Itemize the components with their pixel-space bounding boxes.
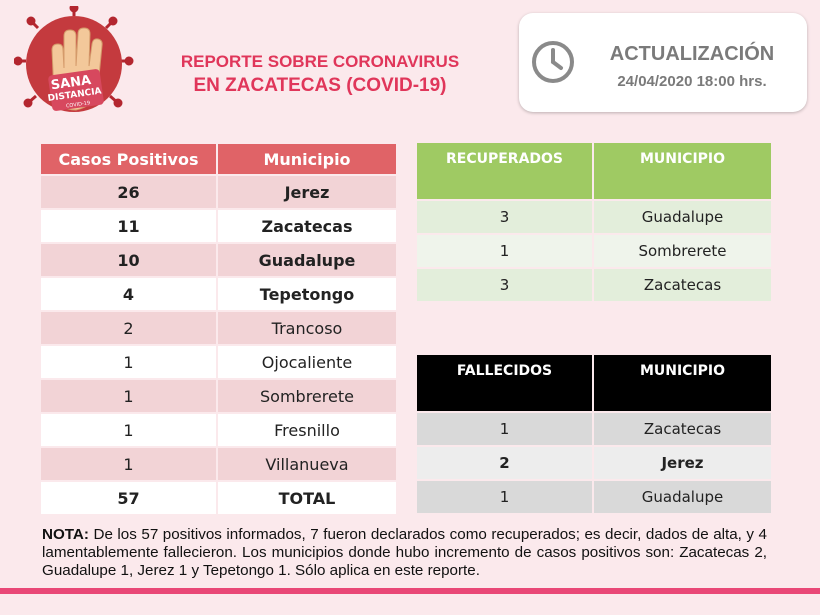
table-row: 1 Villanueva	[41, 448, 396, 482]
table-row: 3 Zacatecas	[417, 269, 771, 303]
table-row: 3 Guadalupe	[417, 201, 771, 235]
cell-municipio: Zacatecas	[594, 413, 771, 447]
table-row: 2 Trancoso	[41, 312, 396, 346]
cell-total-casos: 57	[41, 482, 218, 516]
table-header: RECUPERADOS MUNICIPIO	[417, 143, 771, 201]
header-municipio: Municipio	[218, 144, 396, 176]
header-municipio: MUNICIPIO	[594, 143, 771, 201]
deceased-table: FALLECIDOS MUNICIPIO 1 Zacatecas 2 Jerez…	[417, 355, 771, 515]
table-row: 26 Jerez	[41, 176, 396, 210]
footer-strip	[0, 598, 820, 615]
cell-municipio: Ojocaliente	[218, 346, 396, 380]
header-casos-positivos: Casos Positivos	[41, 144, 218, 176]
cell-municipio: Guadalupe	[218, 244, 396, 278]
table-row: 1 Guadalupe	[417, 481, 771, 515]
cell-municipio: Jerez	[594, 447, 771, 481]
cell-municipio: Guadalupe	[594, 481, 771, 515]
cell-casos: 1	[417, 481, 594, 515]
table-row: 2 Jerez	[417, 447, 771, 481]
cell-casos: 2	[41, 312, 218, 346]
cell-casos: 1	[41, 414, 218, 448]
cell-municipio: Sombrerete	[218, 380, 396, 414]
report-title-line2: EN ZACATECAS (COVID-19)	[193, 75, 447, 96]
cell-casos: 10	[41, 244, 218, 278]
cell-municipio: Fresnillo	[218, 414, 396, 448]
table-header: Casos Positivos Municipio	[41, 144, 396, 176]
header-fallecidos: FALLECIDOS	[417, 355, 594, 413]
sana-distancia-logo: SANA DISTANCIA COVID-19	[14, 6, 134, 112]
note-text: De los 57 positivos informados, 7 fueron…	[42, 526, 767, 579]
clock-icon	[532, 41, 574, 83]
header-recuperados: RECUPERADOS	[417, 143, 594, 201]
table-row: 1 Sombrerete	[41, 380, 396, 414]
logo-text-sana: SANA	[50, 73, 92, 93]
cell-casos: 1	[41, 346, 218, 380]
cell-casos: 1	[417, 413, 594, 447]
cell-casos: 1	[41, 380, 218, 414]
table-row: 1 Zacatecas	[417, 413, 771, 447]
update-datetime: 24/04/2020 18:00 hrs.	[617, 73, 767, 90]
table-row: 1 Sombrerete	[417, 235, 771, 269]
cell-municipio: Trancoso	[218, 312, 396, 346]
report-title: REPORTE SOBRE CORONAVIRUS EN ZACATECAS (…	[150, 50, 490, 98]
table-row: 11 Zacatecas	[41, 210, 396, 244]
table-row: 4 Tepetongo	[41, 278, 396, 312]
table-header: FALLECIDOS MUNICIPIO	[417, 355, 771, 413]
cell-municipio: Zacatecas	[218, 210, 396, 244]
table-row: 1 Ojocaliente	[41, 346, 396, 380]
report-title-line1: REPORTE SOBRE CORONAVIRUS	[180, 52, 460, 71]
footer-bar	[0, 588, 820, 594]
cell-casos: 2	[417, 447, 594, 481]
cell-municipio: Guadalupe	[594, 201, 771, 235]
cell-municipio: Villanueva	[218, 448, 396, 482]
cell-casos: 26	[41, 176, 218, 210]
update-label: ACTUALIZACIÓN	[609, 43, 775, 65]
cell-municipio: Tepetongo	[218, 278, 396, 312]
header-municipio: MUNICIPIO	[594, 355, 771, 413]
cell-casos: 1	[41, 448, 218, 482]
cell-casos: 3	[417, 201, 594, 235]
cell-municipio: Jerez	[218, 176, 396, 210]
positive-cases-table: Casos Positivos Municipio 26 Jerez 11 Za…	[41, 144, 396, 516]
cell-casos: 4	[41, 278, 218, 312]
table-row: 10 Guadalupe	[41, 244, 396, 278]
report-note: NOTA: De los 57 positivos informados, 7 …	[42, 526, 767, 580]
table-row-total: 57 TOTAL	[41, 482, 396, 516]
cell-municipio: Sombrerete	[594, 235, 771, 269]
cell-municipio: Zacatecas	[594, 269, 771, 303]
note-label: NOTA:	[42, 526, 89, 543]
update-box: ACTUALIZACIÓN 24/04/2020 18:00 hrs.	[519, 13, 807, 112]
cell-total-label: TOTAL	[218, 482, 396, 516]
logo-text-covid: COVID-19	[66, 100, 91, 109]
cell-casos: 1	[417, 235, 594, 269]
cell-casos: 11	[41, 210, 218, 244]
recovered-table: RECUPERADOS MUNICIPIO 3 Guadalupe 1 Somb…	[417, 143, 771, 303]
cell-casos: 3	[417, 269, 594, 303]
table-row: 1 Fresnillo	[41, 414, 396, 448]
